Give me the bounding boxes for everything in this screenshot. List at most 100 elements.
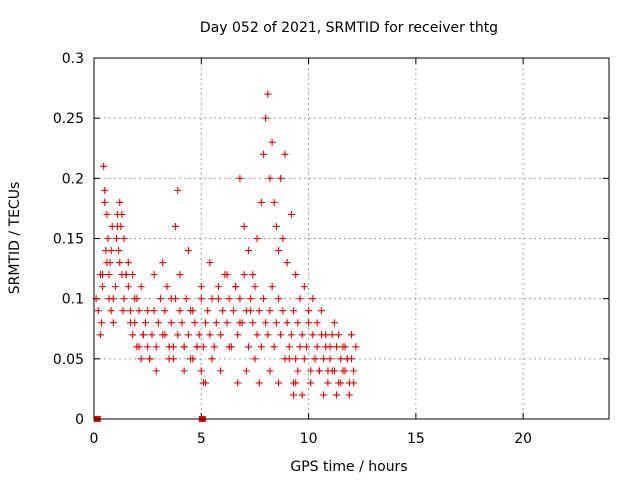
data-point: [255, 379, 263, 387]
data-point: [290, 391, 298, 399]
data-point: [285, 355, 293, 363]
data-point: [124, 259, 132, 267]
data-point: [253, 235, 261, 242]
data-point: [116, 198, 124, 206]
data-point: [292, 271, 300, 279]
data-point: [124, 283, 132, 291]
y-tick-label: 0.1: [62, 292, 84, 308]
data-point: [268, 283, 276, 291]
data-point: [348, 331, 355, 339]
data-point: [176, 271, 184, 279]
y-tick-labels: 0 0.05 0.1 0.15 0.2 0.25 0.3: [53, 51, 84, 428]
data-point: [264, 331, 272, 339]
data-point: [104, 235, 112, 242]
data-point: [101, 186, 109, 194]
data-point: [232, 283, 240, 291]
data-point: [330, 319, 338, 327]
data-point: [234, 331, 242, 339]
data-point: [324, 379, 332, 387]
data-point: [133, 295, 141, 303]
data-point: [174, 186, 182, 194]
data-point: [142, 319, 149, 327]
data-point: [277, 174, 285, 182]
data-point: [242, 367, 250, 375]
x-tick-label: 5: [197, 431, 206, 447]
data-point: [100, 162, 108, 170]
data-point: [313, 343, 321, 351]
data-point: [300, 283, 308, 291]
data-point: [131, 319, 139, 327]
data-point: [275, 247, 283, 255]
data-point: [101, 198, 109, 206]
data-point: [311, 355, 319, 363]
data-point: [315, 367, 323, 375]
data-point: [272, 222, 280, 230]
y-tick-label: 0.2: [62, 171, 84, 187]
data-point: [105, 271, 113, 279]
data-point: [152, 343, 160, 351]
data-point: [245, 343, 252, 351]
data-point: [298, 331, 306, 339]
data-point: [350, 379, 358, 387]
data-point: [350, 367, 358, 375]
data-points: [92, 90, 360, 422]
data-point: [161, 331, 169, 339]
data-point: [115, 247, 123, 255]
data-point: [163, 283, 171, 291]
y-axis-label: SRMTID / TECUs: [7, 182, 23, 295]
data-point: [219, 307, 227, 315]
y-tick-label: 0.05: [53, 352, 84, 368]
x-tick-label: 0: [90, 431, 99, 447]
data-point: [208, 295, 216, 303]
data-point: [150, 307, 158, 315]
data-point: [335, 331, 343, 339]
data-point: [352, 343, 360, 351]
data-point: [343, 355, 351, 363]
data-point: [107, 307, 115, 315]
data-point: [195, 331, 203, 339]
data-point: [257, 198, 265, 206]
data-point: [184, 247, 192, 255]
data-point: [266, 367, 274, 375]
data-point: [178, 319, 186, 327]
data-point: [272, 319, 280, 327]
data-point: [307, 379, 315, 387]
data-point: [210, 343, 218, 351]
data-point: [337, 355, 345, 363]
data-point: [305, 319, 313, 327]
data-point: [144, 343, 152, 351]
data-point: [294, 319, 302, 327]
data-point: [320, 391, 328, 399]
data-point: [305, 307, 313, 315]
data-point: [332, 343, 340, 351]
data-point: [129, 331, 137, 339]
data-point: [285, 343, 293, 351]
data-point: [257, 343, 265, 351]
data-point: [129, 271, 137, 279]
data-point: [165, 355, 173, 363]
data-point: [152, 367, 160, 375]
x-tick-labels: 0 5 10 15 20: [90, 431, 533, 447]
grid-lines: [94, 58, 609, 419]
data-point: [103, 259, 111, 267]
data-point: [317, 307, 325, 315]
data-point: [270, 198, 278, 206]
data-point: [260, 295, 268, 303]
data-point: [148, 331, 156, 339]
data-point: [144, 307, 152, 315]
data-point: [290, 307, 298, 315]
data-point: [300, 355, 308, 363]
data-point: [245, 247, 252, 255]
data-point: [229, 307, 237, 315]
data-point: [247, 307, 255, 315]
data-point: [260, 150, 268, 158]
data-point: [341, 367, 349, 375]
data-point: [275, 295, 283, 303]
y-tick-label: 0.25: [53, 111, 84, 127]
data-point: [337, 379, 345, 387]
data-point: [266, 307, 274, 315]
data-point: [225, 295, 233, 303]
x-axis-label: GPS time / hours: [290, 459, 407, 475]
data-point: [96, 331, 104, 339]
data-point: [206, 259, 214, 267]
